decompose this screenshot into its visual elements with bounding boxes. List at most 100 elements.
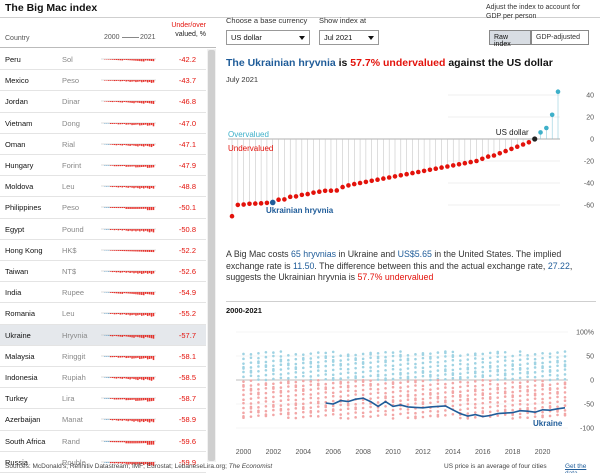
history-dot: [249, 402, 253, 405]
table-row[interactable]: Peru Sol -42.2: [0, 49, 206, 71]
sparkline-bar: [137, 228, 139, 231]
table-row[interactable]: Jordan Dinar -46.8: [0, 91, 206, 113]
history-dot: [518, 402, 522, 406]
history-dot: [488, 361, 492, 364]
sparkline: [101, 164, 156, 168]
history-dot: [264, 383, 268, 387]
history-dot: [346, 381, 350, 384]
x-tick-label: 2006: [325, 449, 341, 456]
sparkline-bar: [123, 186, 125, 188]
sparkline-bar: [105, 461, 108, 463]
table-row[interactable]: Indonesia Rupiah -58.5: [0, 367, 206, 389]
sparkline-bar: [135, 271, 137, 273]
history-dot: [414, 384, 417, 387]
sparkline-bar: [152, 122, 155, 126]
history-dot: [496, 378, 500, 381]
sparkline-bar: [143, 101, 145, 105]
sparkline-bar: [137, 292, 139, 295]
table-row[interactable]: South Africa Rand -59.6: [0, 431, 206, 452]
sparkline-bar: [127, 461, 129, 465]
sparkline: [101, 270, 156, 275]
headline-text-b: against the US dollar: [445, 57, 553, 69]
headline-text-a: is: [335, 57, 351, 69]
sparkline-bar: [109, 228, 112, 230]
sparkline-bar: [133, 165, 135, 167]
sparkline-bar: [125, 80, 127, 82]
history-dot: [287, 358, 290, 362]
sparkline-bar: [129, 143, 131, 146]
country-name: Ukraine: [5, 330, 31, 340]
table-row[interactable]: Vietnam Dong -47.0: [0, 113, 206, 134]
date-select[interactable]: Jul 2021: [319, 30, 379, 45]
country-name: Hungary: [5, 161, 34, 170]
history-dot: [399, 373, 402, 376]
table-row[interactable]: Malaysia Ringgit -58.1: [0, 346, 206, 367]
table-row[interactable]: Turkey Lira -58.7: [0, 388, 206, 410]
table-row[interactable]: Azerbaijan Manat -58.9: [0, 409, 206, 431]
history-dot: [264, 391, 268, 395]
sparkline-bar: [135, 207, 137, 210]
sparkline-bar: [125, 398, 127, 401]
history-dot: [511, 381, 514, 384]
table-row[interactable]: Moldova Leu -48.8: [0, 176, 206, 198]
history-dot: [511, 399, 514, 402]
history-dot: [548, 396, 552, 400]
table-row[interactable]: Ukraine Hryvnia -57.7: [0, 324, 206, 346]
history-dot: [331, 409, 335, 413]
sparkline-bar: [119, 377, 122, 379]
sparkline-bar: [109, 80, 112, 81]
sparkline-bar: [123, 80, 125, 82]
raw-index-button[interactable]: Raw index: [489, 30, 531, 48]
table-row[interactable]: Philippines Peso -50.1: [0, 197, 206, 219]
country-name: India: [5, 288, 22, 298]
column-header-valuation[interactable]: Under/over valued, %: [171, 21, 206, 39]
table-row[interactable]: India Rupee -54.9: [0, 282, 206, 304]
top-bar: The Big Mac index: [0, 0, 600, 18]
desc-text: . The difference between this and the ac…: [314, 260, 548, 271]
country-name: Turkey: [5, 394, 28, 404]
table-row[interactable]: Mexico Peso -43.7: [0, 70, 206, 92]
history-dot: [272, 354, 275, 358]
sparkline-bar: [107, 249, 110, 251]
country-name: Egypt: [5, 224, 25, 234]
history-dot: [511, 403, 514, 407]
table-row[interactable]: Oman Rial -47.1: [0, 134, 206, 155]
get-data-link[interactable]: Get the data: [565, 463, 587, 473]
history-dot: [496, 401, 500, 404]
history-dot: [518, 386, 522, 389]
history-dot: [496, 414, 500, 417]
column-header-country[interactable]: Country: [5, 35, 30, 42]
sparkline-bar: [148, 377, 151, 381]
lollipop-dot: [445, 164, 450, 169]
sparkline-bar: [119, 271, 122, 273]
table-row[interactable]: Taiwan NT$ -52.6: [0, 261, 206, 283]
history-dot: [301, 379, 305, 383]
sparkline-bar: [111, 334, 114, 336]
table-row[interactable]: Russia Rouble -59.9: [0, 452, 206, 473]
history-dot: [473, 353, 477, 357]
lollipop-dot: [346, 183, 351, 188]
sparkline-bar: [111, 59, 114, 60]
table-row[interactable]: Hong Kong HK$ -52.2: [0, 240, 206, 261]
history-dot: [444, 413, 447, 417]
history-dot: [466, 381, 470, 384]
currency-name: Hryvnia: [62, 330, 88, 340]
history-dot: [242, 385, 245, 388]
history-dot: [541, 406, 544, 409]
scrollbar-thumb[interactable]: [208, 50, 215, 461]
table-row[interactable]: Hungary Forint -47.9: [0, 155, 206, 177]
country-name: Taiwan: [5, 267, 29, 276]
history-dot: [279, 391, 283, 394]
table-row[interactable]: Egypt Pound -50.8: [0, 219, 206, 240]
base-currency-select[interactable]: US dollar: [226, 30, 310, 45]
table-row[interactable]: Romania Leu -55.2: [0, 303, 206, 325]
history-dot: [436, 400, 440, 404]
history-dot: [301, 389, 305, 392]
sparkline-bar: [109, 271, 112, 272]
gdp-adjusted-button[interactable]: GDP-adjusted: [531, 30, 589, 45]
sparkline-bar: [139, 271, 141, 274]
sparkline-bar: [104, 440, 106, 442]
sparkline-bar: [131, 292, 133, 295]
history-dot: [249, 392, 253, 396]
history-dot: [429, 393, 432, 396]
